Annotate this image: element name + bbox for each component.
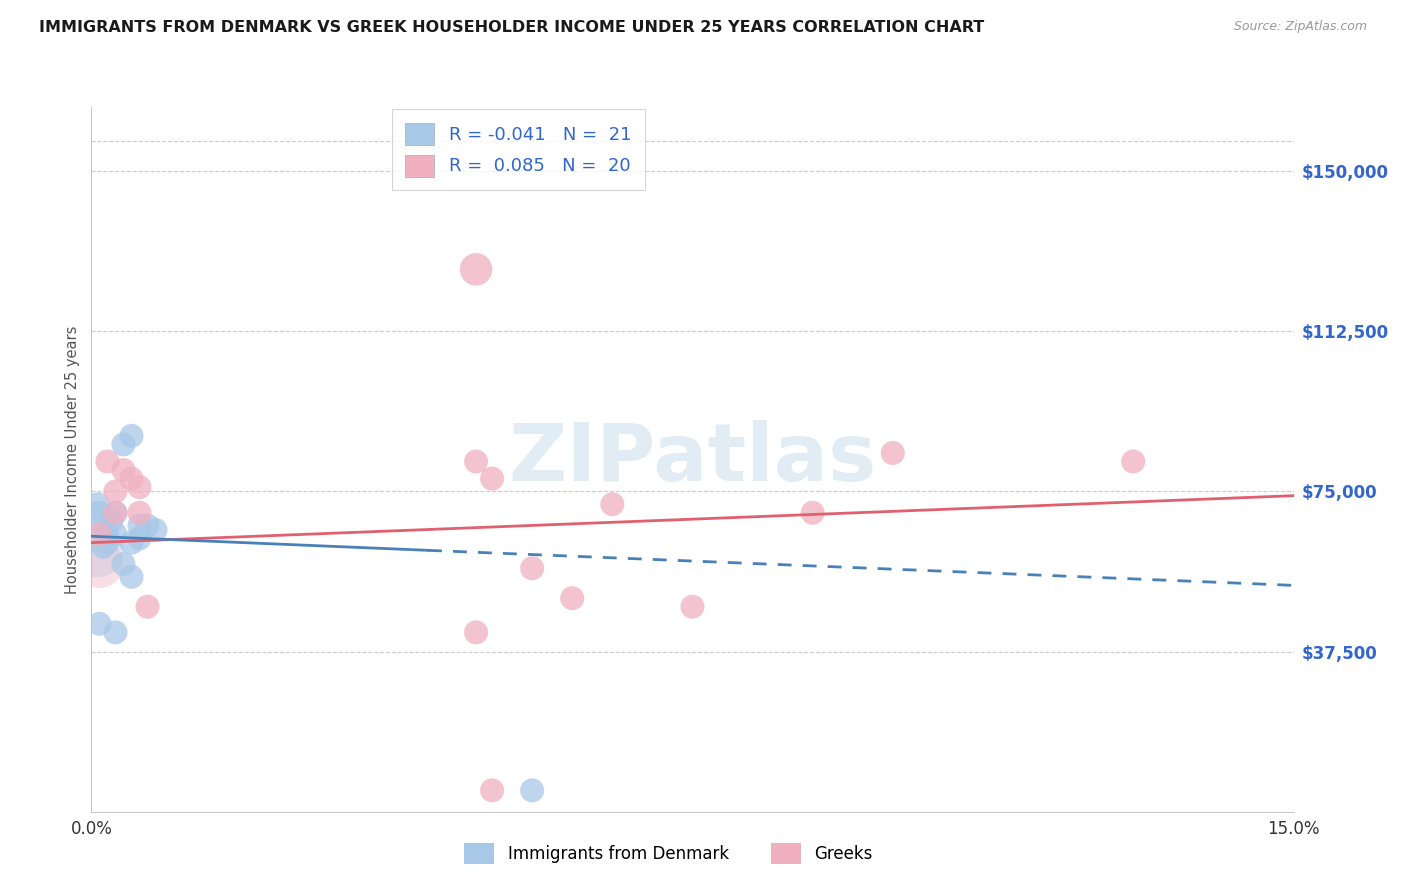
Point: [121, 472, 143, 486]
Point: [481, 472, 503, 486]
Point: [112, 557, 135, 571]
Point: [96, 527, 118, 541]
Point: [128, 480, 150, 494]
Point: [121, 535, 143, 549]
Y-axis label: Householder Income Under 25 years: Householder Income Under 25 years: [65, 326, 80, 593]
Point: [96, 535, 118, 549]
Point: [882, 446, 904, 460]
Point: [89, 518, 111, 533]
Point: [104, 506, 127, 520]
Point: [87, 544, 110, 558]
Point: [128, 518, 150, 533]
Point: [104, 484, 127, 499]
Point: [112, 437, 135, 451]
Point: [121, 429, 143, 443]
Point: [104, 527, 127, 541]
Point: [465, 625, 488, 640]
Point: [93, 540, 115, 554]
Point: [104, 625, 127, 640]
Point: [89, 506, 111, 520]
Point: [465, 262, 488, 277]
Point: [89, 557, 111, 571]
Point: [96, 454, 118, 468]
Point: [602, 497, 624, 511]
Point: [89, 527, 111, 541]
Point: [89, 616, 111, 631]
Legend: Immigrants from Denmark, Greeks: Immigrants from Denmark, Greeks: [458, 837, 879, 871]
Point: [136, 599, 159, 614]
Point: [522, 561, 544, 575]
Point: [128, 506, 150, 520]
Text: ZIPatlas: ZIPatlas: [509, 420, 876, 499]
Point: [128, 532, 150, 546]
Text: IMMIGRANTS FROM DENMARK VS GREEK HOUSEHOLDER INCOME UNDER 25 YEARS CORRELATION C: IMMIGRANTS FROM DENMARK VS GREEK HOUSEHO…: [39, 20, 984, 35]
Point: [481, 783, 503, 797]
Point: [1122, 454, 1144, 468]
Point: [465, 454, 488, 468]
Point: [112, 463, 135, 477]
Point: [100, 514, 122, 528]
Point: [104, 506, 127, 520]
Point: [801, 506, 824, 520]
Point: [136, 518, 159, 533]
Point: [522, 783, 544, 797]
Point: [145, 523, 167, 537]
Text: Source: ZipAtlas.com: Source: ZipAtlas.com: [1233, 20, 1367, 33]
Point: [681, 599, 703, 614]
Point: [121, 570, 143, 584]
Point: [87, 497, 110, 511]
Point: [561, 591, 583, 606]
